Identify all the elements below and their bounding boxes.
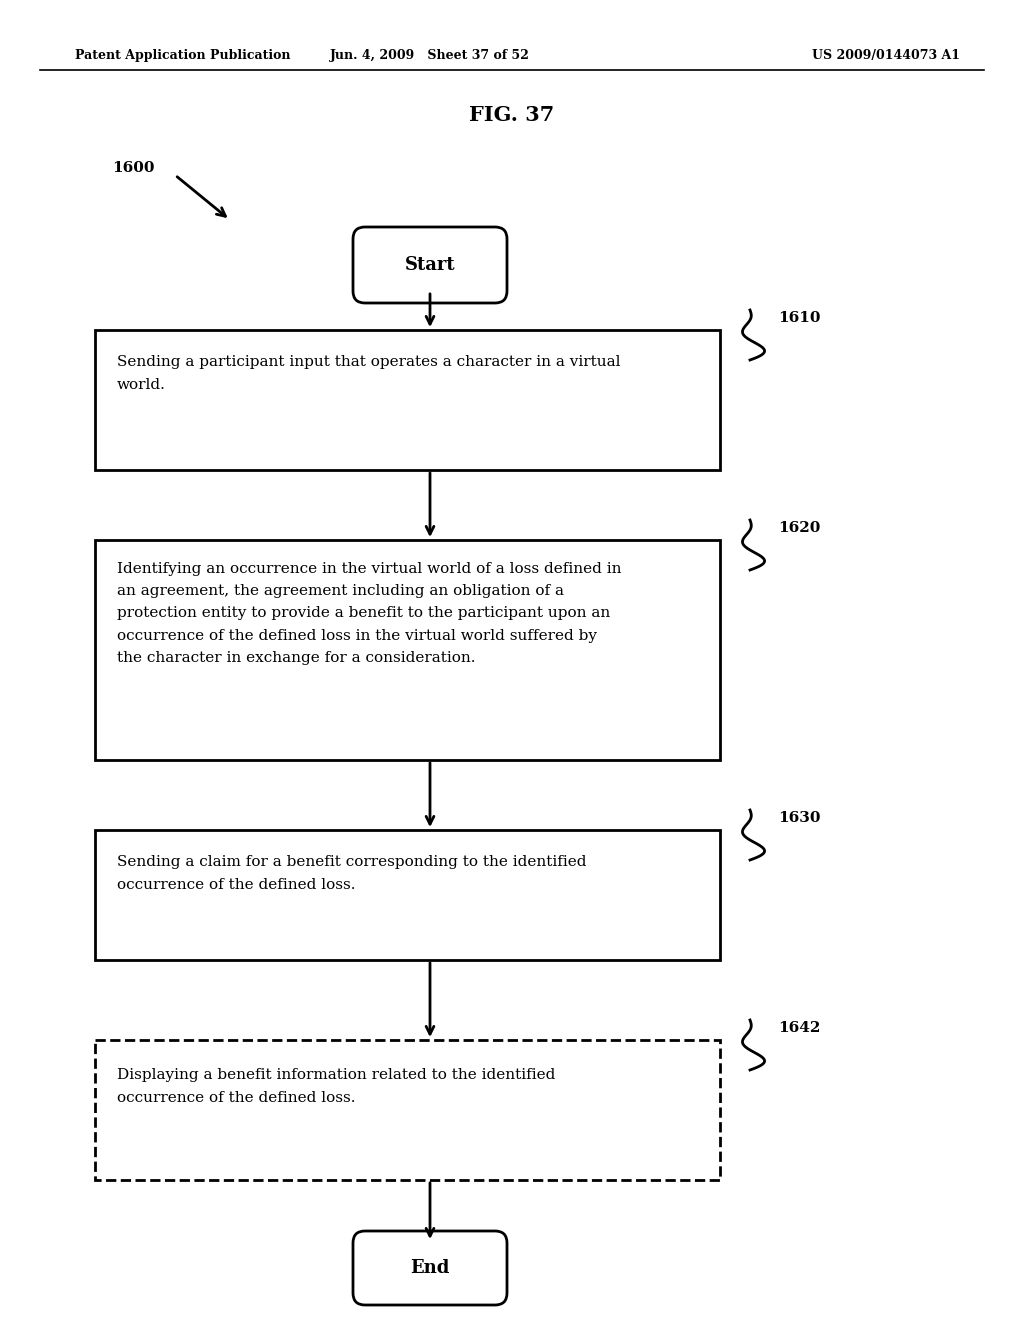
Text: Sending a claim for a benefit corresponding to the identified
occurrence of the : Sending a claim for a benefit correspond… (117, 855, 587, 892)
Bar (95, 1040, 720, 1180)
Text: 1610: 1610 (778, 312, 820, 325)
Text: FIG. 37: FIG. 37 (469, 106, 555, 125)
Text: End: End (411, 1259, 450, 1276)
Text: Displaying a benefit information related to the identified
occurrence of the def: Displaying a benefit information related… (117, 1068, 555, 1105)
FancyBboxPatch shape (353, 1232, 507, 1305)
Text: 1600: 1600 (113, 161, 155, 176)
FancyBboxPatch shape (353, 227, 507, 304)
Text: Jun. 4, 2009   Sheet 37 of 52: Jun. 4, 2009 Sheet 37 of 52 (330, 49, 530, 62)
Text: Patent Application Publication: Patent Application Publication (75, 49, 291, 62)
Bar (95, 330, 720, 470)
Text: 1630: 1630 (778, 810, 820, 825)
Text: Sending a participant input that operates a character in a virtual
world.: Sending a participant input that operate… (117, 355, 621, 392)
Bar (95, 830, 720, 960)
Text: Start: Start (404, 256, 456, 275)
Text: 1620: 1620 (778, 521, 820, 535)
Text: Identifying an occurrence in the virtual world of a loss defined in
an agreement: Identifying an occurrence in the virtual… (117, 562, 622, 665)
Bar (95, 540, 720, 760)
Text: US 2009/0144073 A1: US 2009/0144073 A1 (812, 49, 961, 62)
Text: 1642: 1642 (778, 1020, 820, 1035)
